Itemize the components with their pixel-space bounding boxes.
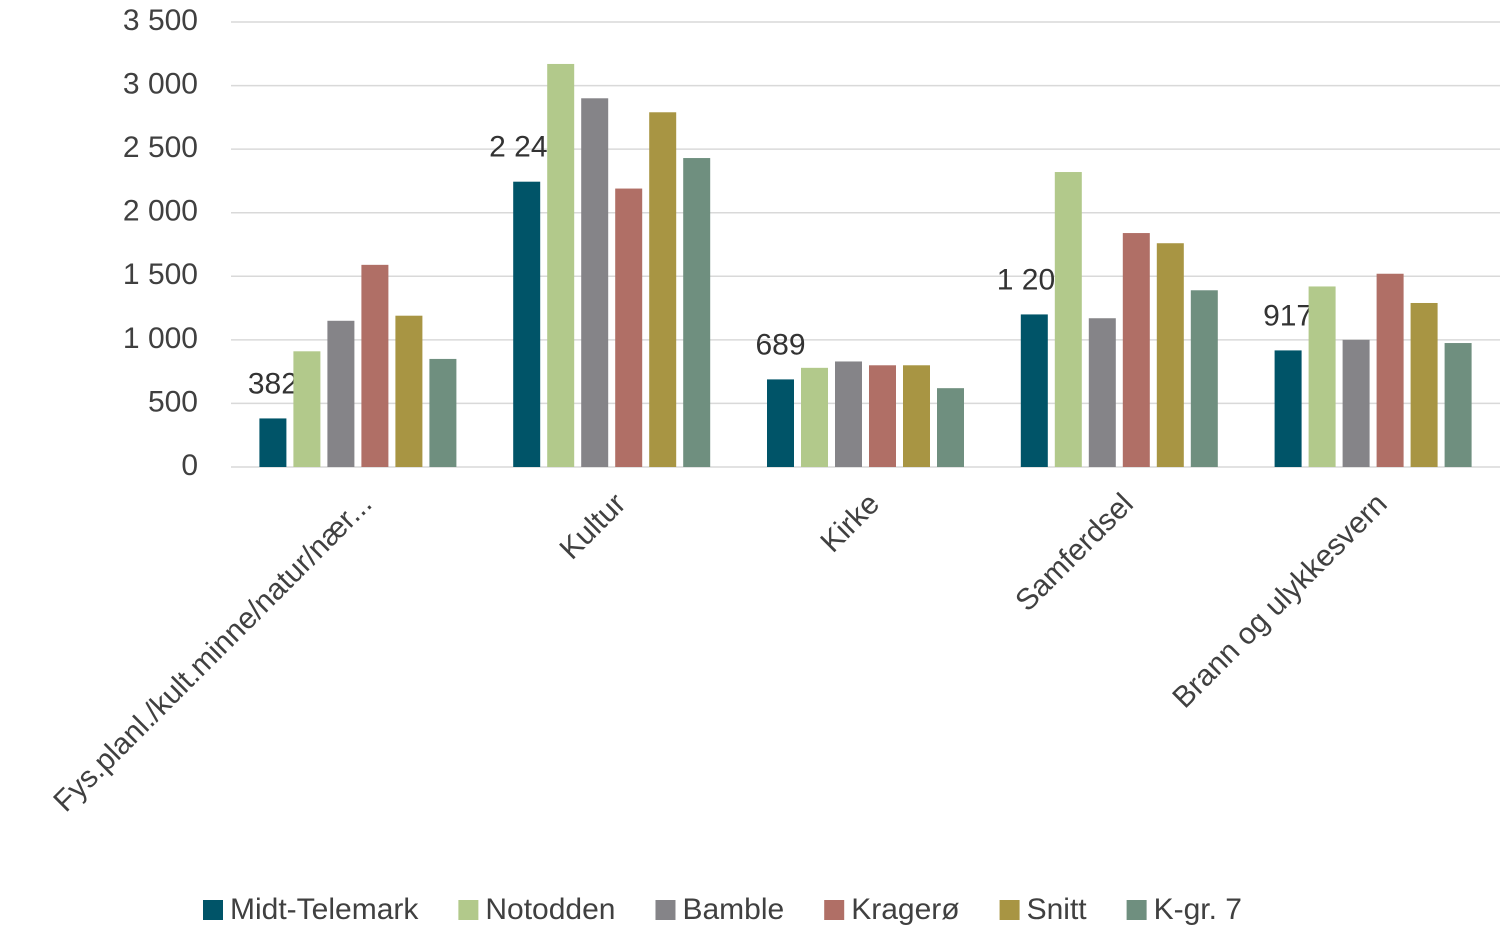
bar (1308, 286, 1336, 467)
x-tick-label: Kultur (553, 487, 632, 566)
x-tick-label: Brann og ulykkesvern (1166, 487, 1393, 714)
legend-label: K-gr. 7 (1154, 893, 1242, 926)
legend-label: Kragerø (851, 893, 959, 926)
y-tick-label: 3 500 (123, 4, 198, 37)
y-tick-label: 2 500 (123, 131, 198, 164)
legend-swatch (1126, 900, 1147, 920)
bar (683, 158, 711, 468)
bar (1342, 339, 1370, 467)
bar (869, 365, 896, 467)
y-tick-label: 3 000 (123, 67, 198, 100)
bar (767, 379, 794, 467)
data-label: 917 (1263, 299, 1313, 332)
y-tick-label: 2 000 (123, 195, 198, 228)
bar (649, 112, 677, 468)
legend-swatch (655, 900, 676, 920)
legend-label: Bamble (682, 893, 784, 926)
x-tick-label: Kirke (814, 487, 886, 559)
bar (1410, 302, 1438, 467)
data-label: 382 (248, 367, 298, 400)
bar (361, 264, 389, 467)
bar (1122, 233, 1150, 467)
bar (429, 358, 457, 467)
bar (547, 63, 575, 467)
x-tick-label: Fys.planl./kult.minne/natur/nær... (47, 487, 378, 818)
legend-label: Notodden (485, 893, 615, 926)
bar (395, 315, 423, 467)
bar (1190, 290, 1218, 467)
y-tick-label: 0 (181, 449, 198, 482)
bar (1376, 273, 1404, 467)
legend-swatch (999, 900, 1020, 920)
y-tick-label: 1 500 (123, 258, 198, 291)
data-label: 689 (755, 328, 805, 361)
bar (293, 351, 321, 467)
bar (259, 418, 287, 467)
bar (513, 181, 541, 468)
legend-label: Midt-Telemark (230, 893, 419, 926)
legend-swatch (824, 900, 845, 920)
bar (1088, 318, 1116, 467)
bar (1020, 314, 1048, 467)
bar (801, 367, 828, 467)
legend-swatch (203, 900, 223, 920)
bar (1444, 343, 1472, 467)
bar (1054, 172, 1082, 467)
bar (937, 388, 964, 467)
bar (835, 361, 862, 467)
x-tick-label: Samferdsel (1009, 487, 1140, 618)
bar (903, 365, 930, 467)
bar (327, 320, 355, 467)
bar (1156, 243, 1184, 467)
legend-label: Snitt (1027, 893, 1088, 926)
bar (615, 188, 643, 468)
bar (1274, 350, 1302, 467)
bar (581, 98, 609, 468)
legend-swatch (458, 900, 479, 920)
y-tick-label: 500 (148, 385, 198, 418)
y-tick-label: 1 000 (123, 322, 198, 355)
